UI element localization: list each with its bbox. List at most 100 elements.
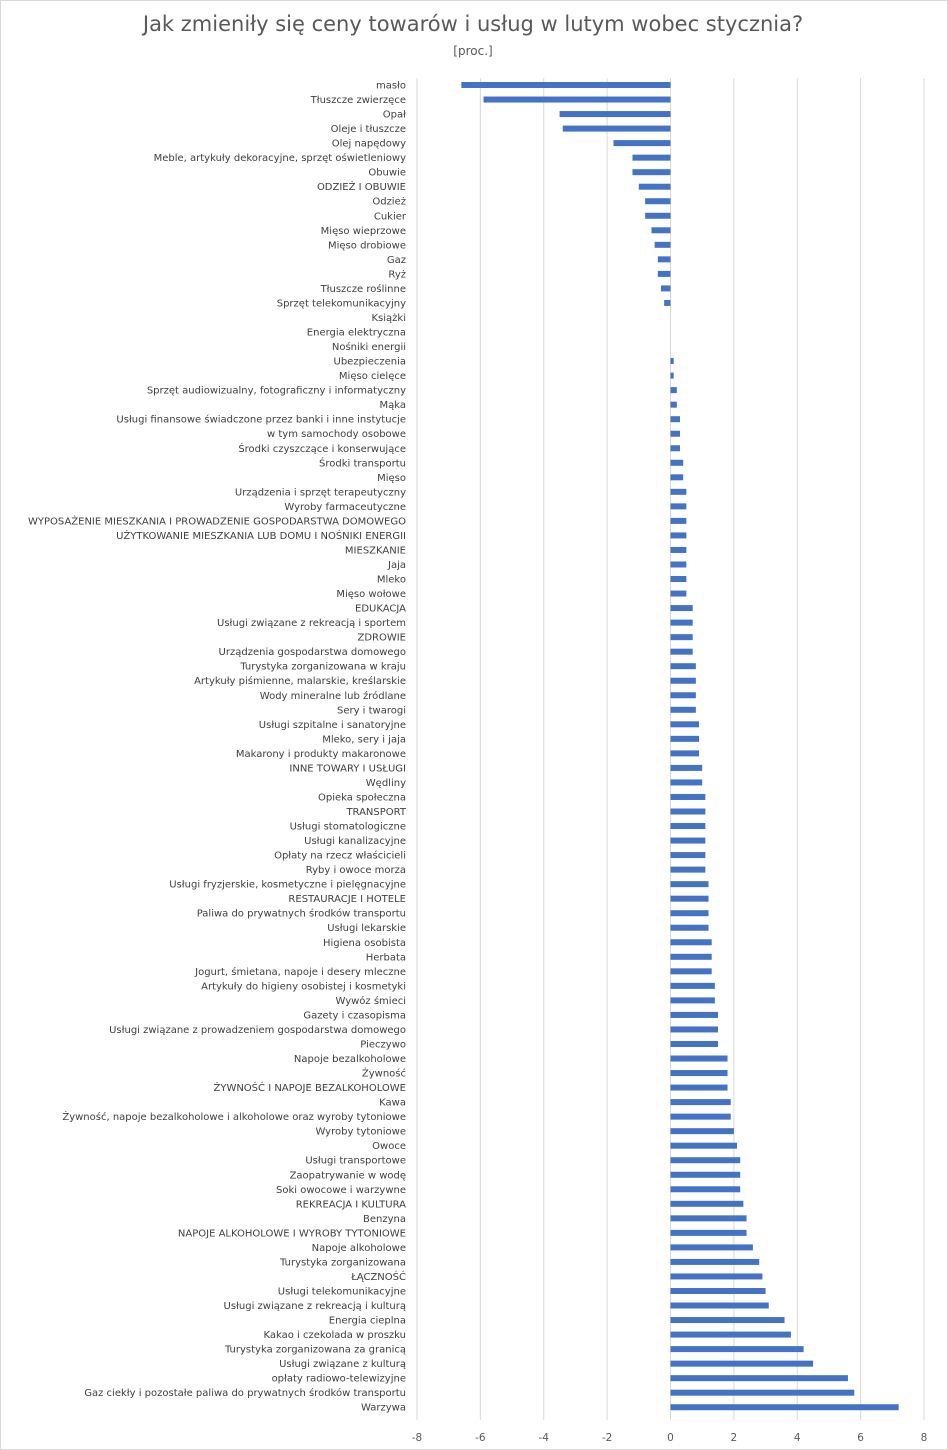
category-label: EDUKACJA — [355, 604, 406, 615]
bar — [632, 154, 671, 161]
bar — [670, 1302, 769, 1309]
bar — [651, 227, 671, 234]
bar — [670, 939, 712, 946]
bar — [483, 96, 671, 103]
bar — [670, 605, 693, 612]
bar — [562, 125, 671, 132]
category-label: Ubezpieczenia — [334, 357, 407, 368]
bar — [670, 358, 674, 365]
category-label: Napoje bezalkoholowe — [294, 1054, 406, 1065]
category-label: Usługi związane z rekreacją i sportem — [217, 618, 406, 629]
bar — [670, 1128, 734, 1135]
bar — [559, 111, 671, 118]
bar — [670, 401, 677, 408]
category-label: Jaja — [387, 560, 406, 571]
bar — [613, 140, 671, 147]
bars — [461, 82, 899, 1411]
category-label: Benzyna — [363, 1214, 406, 1225]
category-label: Opał — [383, 110, 406, 121]
bar — [670, 1099, 731, 1106]
category-label: Usługi fryzjerskie, kosmetyczne i pielęg… — [169, 880, 406, 891]
category-label: Mięso wołowe — [336, 589, 406, 600]
bar — [670, 852, 706, 859]
x-tick-label: -6 — [475, 1432, 486, 1444]
bar — [670, 1142, 738, 1149]
category-label: Energia elektryczna — [307, 328, 406, 339]
bar — [670, 430, 681, 437]
bar — [670, 1404, 899, 1411]
bar — [670, 779, 703, 786]
category-label: Mięso — [377, 473, 406, 484]
bar — [670, 793, 706, 800]
bar — [670, 1331, 791, 1338]
category-label: Usługi szpitalne i sanatoryjne — [259, 720, 406, 731]
category-label: Meble, artykuły dekoracyjne, sprzęt oświ… — [154, 152, 406, 164]
category-label: Usługi finansowe świadczone przez banki … — [116, 414, 406, 426]
category-label: Mleko, sery i jaja — [322, 734, 406, 745]
category-label: ŁĄCZNOŚĆ — [350, 1270, 406, 1283]
category-label: Żywność, napoje bezalkoholowe i alkoholo… — [62, 1110, 406, 1123]
x-tick-label: 0 — [667, 1432, 674, 1444]
bar — [670, 837, 706, 844]
bar — [670, 677, 696, 684]
category-label: Gazety i czasopisma — [303, 1010, 406, 1021]
bar — [664, 299, 671, 306]
bar — [670, 997, 715, 1004]
category-label: TRANSPORT — [345, 807, 406, 818]
bar — [670, 1011, 719, 1018]
category-label: Sprzęt audiowizualny, fotograficzny i in… — [147, 386, 406, 397]
category-label: Olej napędowy — [332, 139, 406, 150]
category-label: Artykuły do higieny osobistej i kosmetyk… — [201, 981, 406, 992]
bar — [670, 692, 696, 699]
category-label: Zaopatrywanie w wodę — [290, 1170, 406, 1181]
category-label: Usługi związane z prowadzeniem gospodars… — [109, 1025, 406, 1036]
category-label: Usługi związane z rekreacją i kulturą — [224, 1301, 406, 1312]
category-label: Obuwie — [368, 168, 406, 179]
x-tick-label: -8 — [412, 1432, 422, 1444]
category-label: Odzież — [372, 197, 406, 208]
category-label: Wyroby tytoniowe — [315, 1127, 406, 1138]
bar — [670, 445, 681, 452]
category-label: ZDROWIE — [357, 633, 406, 644]
bar — [670, 648, 693, 655]
category-label: masło — [376, 81, 406, 92]
bar — [670, 1113, 731, 1120]
category-label: Higiena osobista — [323, 938, 406, 949]
bar — [670, 488, 687, 495]
category-label: Tłuszcze zwierzęce — [310, 95, 406, 106]
bar — [645, 198, 671, 205]
bar — [670, 1389, 855, 1396]
bar — [645, 212, 671, 219]
category-label: UŻYTKOWANIE MIESZKANIA LUB DOMU I NOŚNIK… — [116, 529, 406, 542]
bar — [670, 823, 706, 830]
category-label: Tłuszcze roślinne — [320, 283, 406, 295]
bar — [670, 764, 703, 771]
category-label: Środki czyszczące i konserwujące — [238, 442, 406, 455]
bar — [670, 895, 709, 902]
bar — [670, 503, 687, 510]
category-label: Owoce — [372, 1141, 406, 1152]
bar — [670, 1375, 848, 1382]
category-label: Cukier — [374, 211, 407, 222]
bar — [670, 416, 681, 423]
category-label: Paliwa do prywatnych środków transportu — [197, 908, 406, 920]
bar — [670, 1287, 766, 1294]
x-tick-label: -2 — [602, 1432, 612, 1444]
bar — [670, 663, 696, 670]
category-label: Warzywa — [361, 1403, 406, 1414]
category-label: Oleje i tłuszcze — [331, 124, 406, 135]
x-tick-label: 4 — [794, 1432, 801, 1444]
chart-title: Jak zmieniły się ceny towarów i usług w … — [142, 12, 804, 36]
bar — [670, 735, 700, 742]
bar — [670, 924, 709, 931]
category-label: Napoje alkoholowe — [312, 1243, 406, 1254]
bar — [670, 1084, 728, 1091]
bar — [670, 968, 712, 975]
category-label: Kawa — [379, 1098, 406, 1109]
category-label: NAPOJE ALKOHOLOWE I WYROBY TYTONIOWE — [178, 1228, 406, 1239]
x-tick-label: -4 — [539, 1432, 550, 1444]
bar — [660, 285, 671, 292]
bar — [670, 750, 700, 757]
category-label: MIESZKANIE — [345, 545, 406, 556]
